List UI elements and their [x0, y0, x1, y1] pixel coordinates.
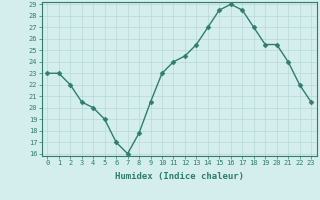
- X-axis label: Humidex (Indice chaleur): Humidex (Indice chaleur): [115, 172, 244, 181]
